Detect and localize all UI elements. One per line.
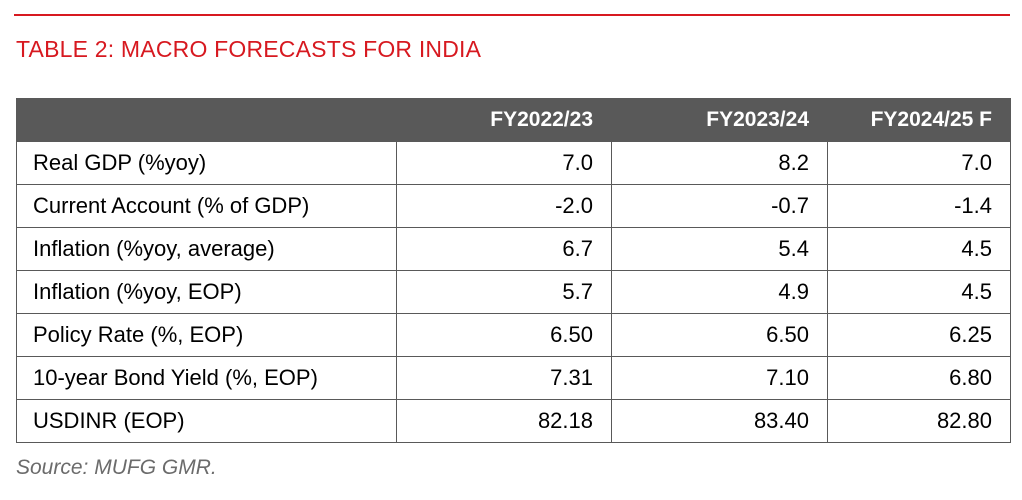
table-row: USDINR (EOP) 82.18 83.40 82.80	[16, 399, 1011, 443]
table-cell: 4.5	[827, 227, 1011, 271]
table-cell: 6.80	[827, 356, 1011, 400]
table-cell: 6.25	[827, 313, 1011, 357]
table-cell: 83.40	[611, 399, 828, 443]
table-cell: 6.7	[396, 227, 612, 271]
table-cell: 8.2	[611, 141, 828, 185]
row-label: Inflation (%yoy, average)	[16, 227, 397, 271]
table-header-row: FY2022/23 FY2023/24 FY2024/25 F	[16, 98, 1011, 142]
table-cell: 4.9	[611, 270, 828, 314]
table-cell: 6.50	[396, 313, 612, 357]
row-label: Real GDP (%yoy)	[16, 141, 397, 185]
table-cell: 5.4	[611, 227, 828, 271]
row-label: 10-year Bond Yield (%, EOP)	[16, 356, 397, 400]
header-cell-indicator	[16, 98, 397, 142]
table-cell: 82.18	[396, 399, 612, 443]
row-label: Inflation (%yoy, EOP)	[16, 270, 397, 314]
header-cell-fy2022-23: FY2022/23	[396, 98, 612, 142]
table-cell: 5.7	[396, 270, 612, 314]
table-cell: 7.10	[611, 356, 828, 400]
row-label: USDINR (EOP)	[16, 399, 397, 443]
header-cell-fy2023-24: FY2023/24	[611, 98, 828, 142]
table-cell: 82.80	[827, 399, 1011, 443]
row-label: Current Account (% of GDP)	[16, 184, 397, 228]
macro-forecast-table: FY2022/23 FY2023/24 FY2024/25 F Real GDP…	[16, 98, 1011, 443]
header-cell-fy2024-25f: FY2024/25 F	[827, 98, 1011, 142]
table-cell: 7.31	[396, 356, 612, 400]
table-row: Real GDP (%yoy) 7.0 8.2 7.0	[16, 141, 1011, 185]
table-title: TABLE 2: MACRO FORECASTS FOR INDIA	[16, 36, 482, 62]
source-note: Source: MUFG GMR.	[16, 456, 217, 479]
table-cell: 4.5	[827, 270, 1011, 314]
table-row: Current Account (% of GDP) -2.0 -0.7 -1.…	[16, 184, 1011, 228]
table-cell: -2.0	[396, 184, 612, 228]
table-cell: 7.0	[396, 141, 612, 185]
table-row: Inflation (%yoy, EOP) 5.7 4.9 4.5	[16, 270, 1011, 314]
table-row: Inflation (%yoy, average) 6.7 5.4 4.5	[16, 227, 1011, 271]
table-row: 10-year Bond Yield (%, EOP) 7.31 7.10 6.…	[16, 356, 1011, 400]
table-row: Policy Rate (%, EOP) 6.50 6.50 6.25	[16, 313, 1011, 357]
table-cell: -1.4	[827, 184, 1011, 228]
row-label: Policy Rate (%, EOP)	[16, 313, 397, 357]
table-cell: -0.7	[611, 184, 828, 228]
top-divider	[14, 14, 1010, 16]
table-cell: 6.50	[611, 313, 828, 357]
table-cell: 7.0	[827, 141, 1011, 185]
